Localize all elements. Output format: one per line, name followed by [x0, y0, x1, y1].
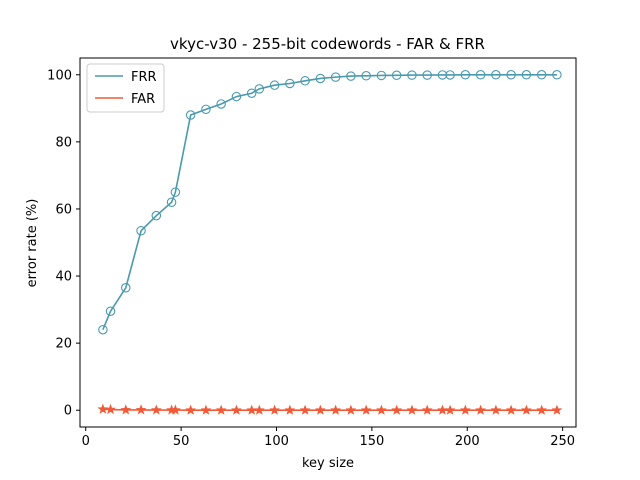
far-point: [330, 404, 342, 415]
x-tick-label: 150: [359, 434, 384, 449]
frr-point: [475, 70, 486, 80]
y-tick-label: 40: [55, 270, 72, 285]
frr-point: [460, 70, 471, 80]
frr-point: [330, 72, 341, 82]
far-point: [105, 403, 116, 415]
frr-point: [437, 70, 448, 80]
frr-point: [285, 78, 295, 89]
far-point: [406, 404, 418, 415]
frr-point: [315, 73, 326, 84]
far-point: [536, 404, 548, 415]
far-point: [169, 404, 181, 415]
far-point: [437, 404, 448, 415]
far-point: [421, 404, 433, 415]
frr-point: [170, 187, 181, 197]
frr-point: [254, 84, 265, 94]
frr-point: [105, 306, 116, 317]
far-point: [200, 404, 212, 415]
frr-point: [151, 210, 162, 221]
frr-point: [231, 91, 242, 102]
far-point: [459, 404, 471, 415]
far-point: [314, 404, 326, 415]
far-point: [215, 404, 227, 415]
frr-point: [98, 324, 108, 335]
chart-title: vkyc-v30 - 255-bit codewords - FAR & FRR: [170, 35, 485, 53]
far-point: [253, 404, 265, 415]
frr-point: [521, 70, 532, 80]
frr-point: [376, 70, 387, 81]
frr-point: [346, 71, 356, 81]
far-point: [185, 404, 197, 415]
frr-point: [407, 70, 417, 80]
far-point: [150, 404, 162, 415]
y-axis-label: error rate (%): [25, 199, 40, 288]
frr-point: [391, 70, 402, 81]
frr-point: [506, 70, 516, 80]
plot-frame: [79, 57, 577, 428]
far-point: [299, 404, 311, 415]
y-tick-label: 100: [47, 68, 72, 83]
far-point: [376, 404, 387, 415]
x-tick-label: 0: [82, 434, 90, 449]
frr-point: [445, 70, 455, 80]
frr-point: [552, 70, 562, 80]
far-point: [490, 404, 502, 415]
frr-point: [269, 80, 280, 90]
plot-area: [97, 70, 563, 415]
far-point: [135, 404, 147, 415]
frr-point: [136, 226, 146, 236]
far-point: [505, 404, 517, 415]
far-point: [269, 404, 280, 415]
far-point: [97, 403, 109, 414]
far-point: [345, 404, 357, 415]
y-tick-label: 0: [64, 404, 72, 419]
far-point: [521, 404, 532, 415]
frr-point: [536, 70, 547, 80]
x-tick-label: 50: [173, 434, 190, 449]
frr-point: [216, 99, 226, 109]
y-axis: 0 20 40 60 80 100: [47, 68, 80, 419]
y-tick-label: 80: [55, 135, 72, 150]
far-point: [444, 404, 456, 415]
frr-point: [491, 70, 501, 80]
y-tick-label: 20: [55, 337, 72, 352]
frr-point: [201, 104, 211, 115]
frr-point: [121, 283, 131, 293]
frr-line: [102, 73, 557, 331]
far-point: [284, 404, 296, 415]
far-point: [120, 404, 132, 415]
x-axis: 0 50 100 150 200 250: [82, 427, 575, 449]
y-tick-label: 60: [55, 202, 72, 217]
x-tick-label: 100: [264, 434, 289, 449]
far-point: [551, 404, 563, 415]
frr-point: [300, 76, 310, 86]
frr-point: [166, 197, 177, 207]
far-point: [360, 404, 372, 415]
far-point: [246, 404, 258, 415]
frr-point: [185, 110, 196, 120]
x-axis-label: key size: [302, 456, 354, 471]
far-point: [475, 404, 487, 415]
frr-point: [246, 88, 257, 98]
legend-far-label: FAR: [131, 92, 155, 107]
frr-point: [361, 71, 371, 81]
frr-point: [422, 70, 432, 80]
legend-frr-label: FRR: [131, 70, 157, 85]
far-point: [231, 404, 242, 415]
x-tick-label: 200: [455, 434, 480, 449]
far-point: [391, 404, 403, 415]
x-tick-label: 250: [550, 434, 575, 449]
legend: FRR FAR: [86, 63, 165, 113]
